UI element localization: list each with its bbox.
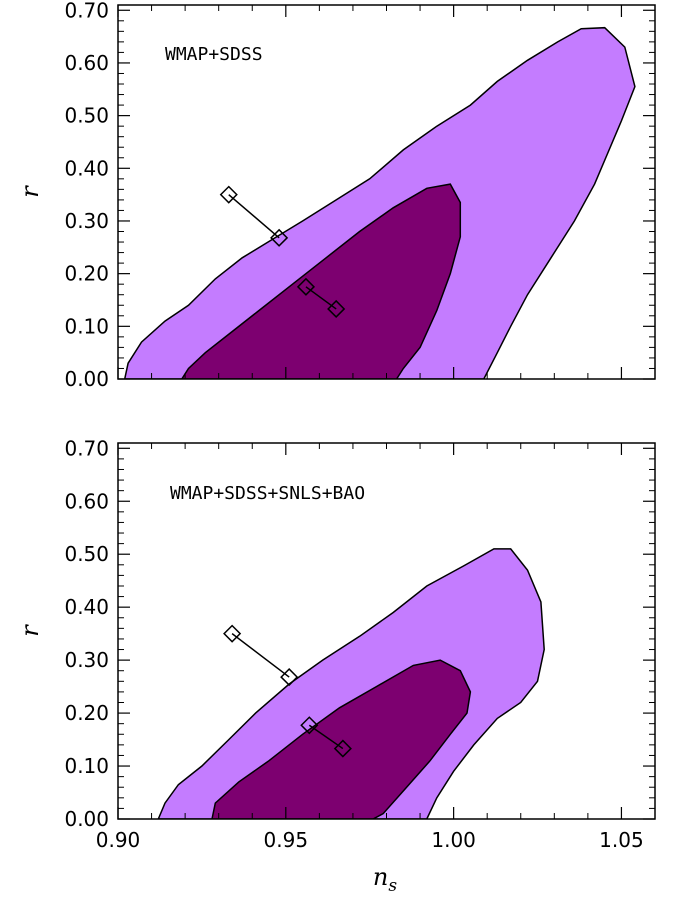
x-axis-title-base: n: [373, 863, 388, 891]
y-tick-label: 0.00: [64, 367, 109, 391]
diamond-marker: [300, 716, 319, 735]
y-tick-label: 0.20: [64, 701, 109, 725]
y-tick-label: 0.10: [64, 314, 109, 338]
y-tick-label: 0.10: [64, 754, 109, 778]
confidence-region-95: [157, 548, 545, 819]
y-tick-label: 0.50: [64, 104, 109, 128]
y-tick-label: 0.60: [64, 489, 109, 513]
y-tick-label: 0.30: [64, 648, 109, 672]
x-tick-label: 0.95: [264, 828, 309, 852]
x-tick-label: 0.90: [96, 828, 141, 852]
diamond-marker: [327, 299, 346, 319]
model-track-line-2: [308, 724, 344, 750]
y-axis-title: r: [16, 185, 44, 198]
confidence-region-68: [180, 183, 462, 379]
x-axis-title: ns: [373, 863, 397, 896]
confidence-region-68: [211, 659, 472, 819]
y-tick-label: 0.00: [64, 807, 109, 831]
panel-1: 0.00 0.10 0.20 0.30 0.40 0.50 0.60 0.70 r WMAP+SD…: [16, 0, 656, 391]
model-track-line-1: [231, 633, 290, 678]
confidence-region-95: [123, 26, 636, 379]
y-axis-title: r: [16, 624, 44, 637]
y-tick-label: 0.20: [64, 262, 109, 286]
x-axis-title-subscript: s: [388, 876, 397, 896]
plot-area: [123, 26, 636, 379]
x-tick-label: 1.00: [431, 828, 476, 852]
diamond-marker: [296, 277, 316, 296]
panel-2: 0.00 0.10 0.20 0.30 0.40 0.50 0.60 0.70 0.90 0.95…: [16, 436, 656, 896]
model-track-line-1: [228, 194, 280, 239]
dataset-annotation: WMAP+SDSS+SNLS+BAO: [170, 483, 365, 504]
y-tick-label: 0.30: [64, 209, 109, 233]
diamond-marker: [333, 739, 352, 758]
diamond-marker: [280, 668, 299, 687]
y-tick-label: 0.70: [64, 0, 109, 22]
y-tick-label: 0.40: [64, 595, 109, 619]
diamond-marker: [270, 228, 289, 247]
y-tick-label: 0.60: [64, 51, 109, 75]
plot-area: [157, 548, 545, 819]
dataset-annotation: WMAP+SDSS: [165, 44, 263, 65]
diamond-marker: [223, 624, 242, 643]
y-tick-label: 0.40: [64, 156, 109, 180]
x-tick-label: 1.05: [599, 828, 644, 852]
diamond-marker: [219, 185, 238, 204]
y-tick-label: 0.70: [64, 436, 109, 460]
y-tick-label: 0.50: [64, 542, 109, 566]
